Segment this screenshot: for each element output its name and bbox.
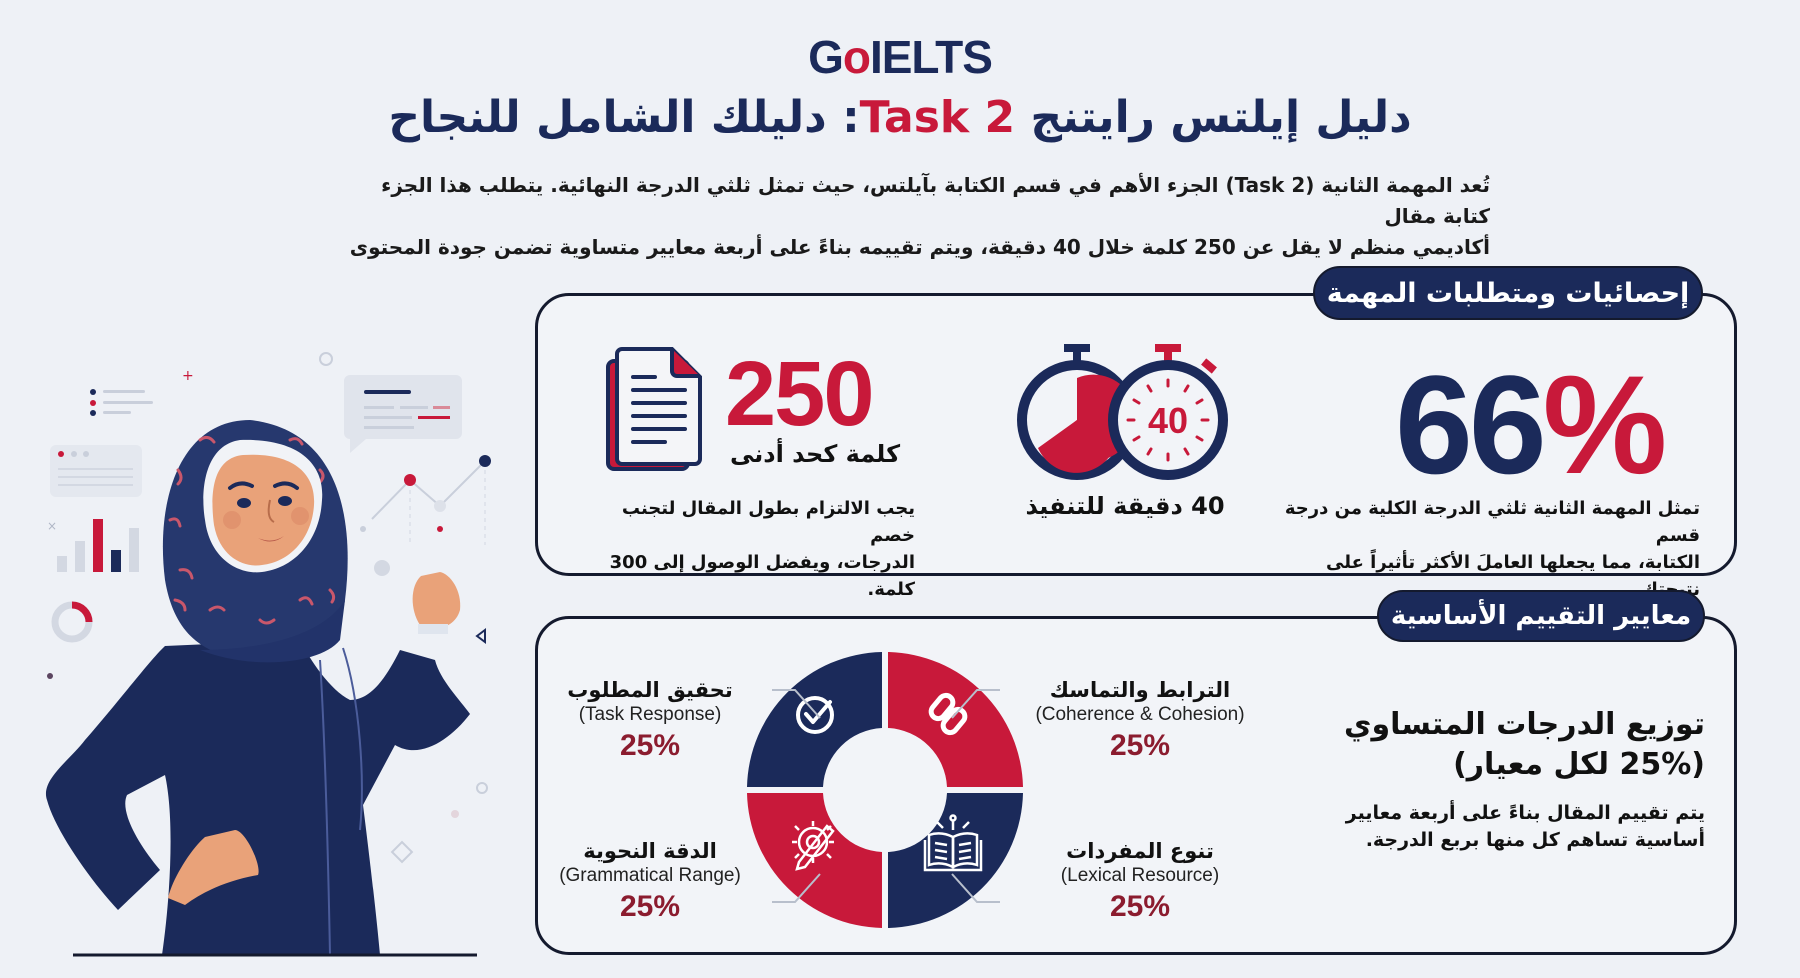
criterion-coherence-cohesion: الترابط والتماسك (Coherence & Cohesion) … xyxy=(1010,677,1270,765)
summary-desc-line-1: يتم تقييم المقال بناءً على أربعة معايير xyxy=(1345,802,1705,824)
criteria-card xyxy=(535,616,1737,955)
words-desc-line-2: الدرجات، ويفضل الوصول إلى 300 كلمة. xyxy=(609,552,915,600)
time-label: 40 دقيقة للتنفيذ xyxy=(1025,492,1225,520)
share-desc-line-1: تمثل المهمة الثانية ثلثي الدرجة الكلية م… xyxy=(1284,498,1700,546)
woman-illustration: + × xyxy=(45,352,491,957)
share-description: تمثل المهمة الثانية ثلثي الدرجة الكلية م… xyxy=(1270,495,1700,603)
logo-part-o: o xyxy=(842,31,871,83)
document-icon xyxy=(606,347,702,471)
summary-title-line-2: (25% لكل معيار) xyxy=(1453,747,1705,782)
title-part-task2: Task 2 xyxy=(859,92,1016,143)
criteria-summary-title: توزيع الدرجات المتساوي (25% لكل معيار) xyxy=(1330,705,1705,785)
criterion-english: (Task Response) xyxy=(578,704,722,726)
criterion-percent: 25% xyxy=(1109,729,1171,762)
stats-card xyxy=(535,293,1737,576)
segment-grammar xyxy=(747,793,882,928)
criterion-name: تحقيق المطلوب xyxy=(567,678,733,702)
criteria-summary-description: يتم تقييم المقال بناءً على أربعة معايير … xyxy=(1330,800,1705,854)
decor-browser-card xyxy=(50,445,142,497)
title-part-1: دليل إيلتس رايتنج xyxy=(1015,92,1412,143)
intro-paragraph: تُعد المهمة الثانية (Task 2) الجزء الأهم… xyxy=(330,170,1490,294)
criteria-section-label: معايير التقييم الأساسية xyxy=(1377,590,1705,642)
criterion-percent: 25% xyxy=(619,729,681,762)
stopwatch-icon: 40 xyxy=(1017,344,1228,480)
criterion-name: تنوع المفردات xyxy=(1066,839,1214,863)
word-count-description: يجب الالتزام بطول المقال لتجنب خصم الدرج… xyxy=(580,495,915,603)
criterion-english: (Grammatical Range) xyxy=(559,865,741,887)
intro-line-1: تُعد المهمة الثانية (Task 2) الجزء الأهم… xyxy=(381,173,1490,228)
page-title: دليل إيلتس رايتنج Task 2: دليلك الشامل ل… xyxy=(0,92,1800,143)
svg-text:+: + xyxy=(182,368,194,384)
segment-lexical xyxy=(888,793,1023,928)
word-count-value: 250 xyxy=(725,343,874,445)
woman-figure xyxy=(45,420,470,956)
share-value: 66 xyxy=(1395,346,1547,503)
stopwatch-value: 40 xyxy=(1148,400,1188,441)
decor-line-chart xyxy=(360,455,491,545)
share-unit: % xyxy=(1542,346,1668,503)
word-count-label: كلمة كحد أدنى xyxy=(729,440,901,468)
share-stat: 66% xyxy=(1395,355,1667,495)
stats-section-label: إحصائيات ومتطلبات المهمة xyxy=(1313,266,1703,320)
title-part-3: : دليلك الشامل للنجاح xyxy=(388,92,860,143)
connector-lines xyxy=(772,689,1000,903)
decor-speech-bubble xyxy=(344,375,462,453)
segment-coherence xyxy=(888,652,1023,787)
summary-title-line-1: توزيع الدرجات المتساوي xyxy=(1343,707,1705,742)
decor-bar-chart xyxy=(57,519,139,572)
brand-logo: GoIELTS xyxy=(0,30,1800,84)
criterion-grammatical-range: الدقة النحوية (Grammatical Range) 25% xyxy=(520,838,780,926)
checkmark-circle-icon xyxy=(796,696,834,734)
gear-pencil-icon xyxy=(792,821,835,871)
criterion-task-response: تحقيق المطلوب (Task Response) 25% xyxy=(520,677,780,765)
svg-text:×: × xyxy=(47,519,57,533)
logo-part-g: G xyxy=(808,31,844,83)
criterion-lexical-resource: تنوع المفردات (Lexical Resource) 25% xyxy=(1010,838,1270,926)
words-desc-line-1: يجب الالتزام بطول المقال لتجنب خصم xyxy=(621,498,915,546)
criterion-name: الترابط والتماسك xyxy=(1049,678,1231,702)
logo-part-ielts: IELTS xyxy=(869,31,993,83)
criterion-english: (Lexical Resource) xyxy=(1060,865,1220,887)
criteria-donut-chart xyxy=(747,652,1023,928)
criterion-percent: 25% xyxy=(1109,890,1171,923)
criterion-percent: 25% xyxy=(619,890,681,923)
summary-desc-line-2: أساسية تساهم كل منها بربع الدرجة. xyxy=(1365,829,1705,851)
criterion-name: الدقة النحوية xyxy=(583,839,717,863)
chain-link-icon xyxy=(928,692,968,736)
decor-donut xyxy=(51,601,93,643)
criterion-english: (Coherence & Cohesion) xyxy=(1035,704,1245,726)
decor-list-icon xyxy=(90,389,153,416)
open-book-icon xyxy=(923,814,983,872)
